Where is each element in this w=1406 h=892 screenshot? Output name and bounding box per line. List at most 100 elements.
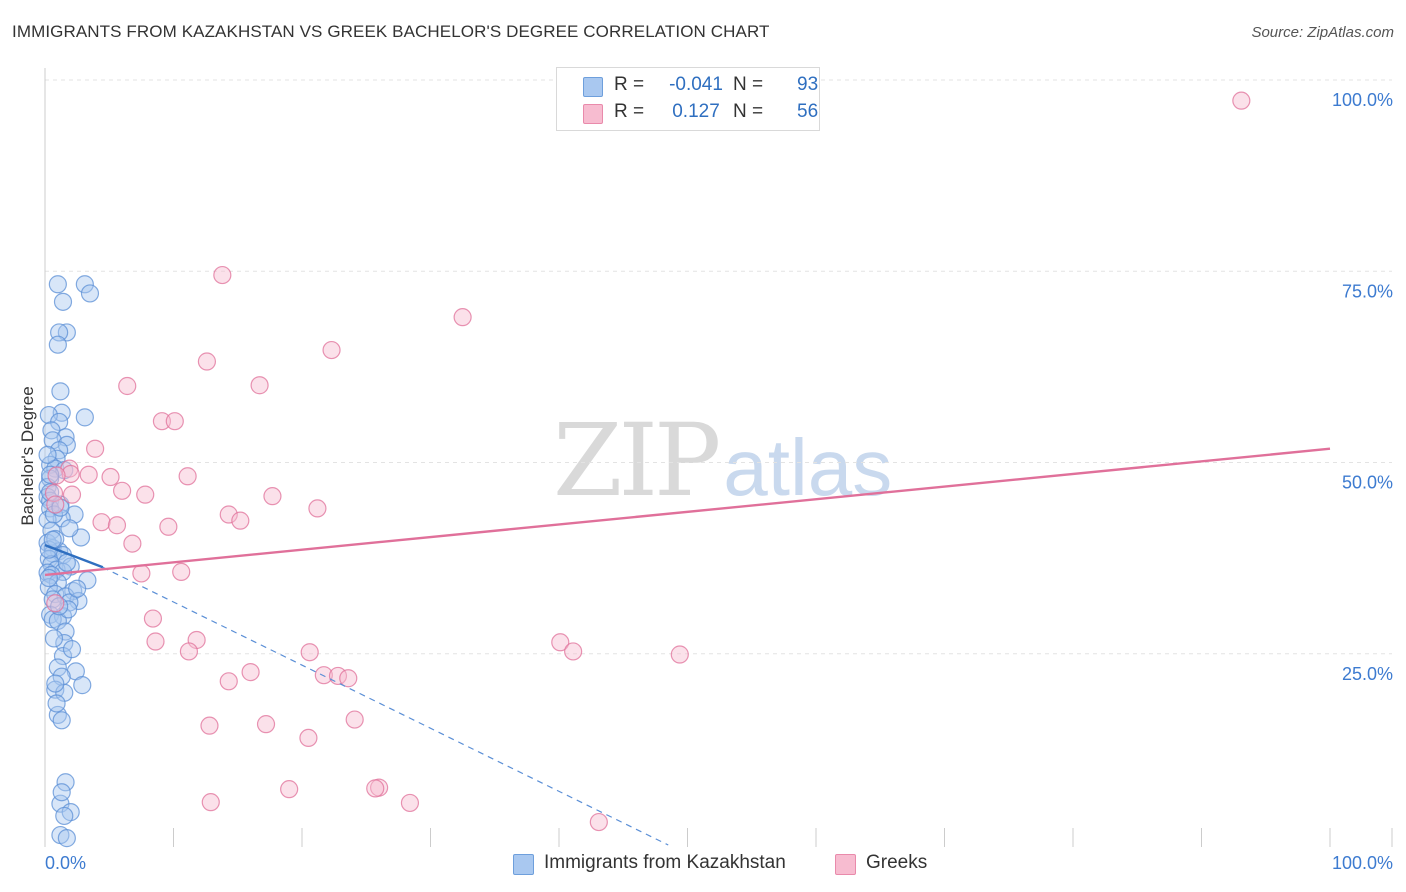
greeks-point bbox=[92, 513, 111, 532]
greeks-point bbox=[44, 484, 64, 503]
legend-label-greeks: Greeks bbox=[866, 852, 928, 873]
kazakhstan-point bbox=[80, 284, 100, 303]
kazakhstan-point bbox=[52, 783, 71, 802]
greeks-point bbox=[589, 812, 608, 832]
greeks-point bbox=[250, 376, 269, 395]
greeks-point bbox=[146, 632, 165, 651]
greeks-point bbox=[263, 487, 282, 506]
greeks-point bbox=[322, 340, 341, 360]
greeks-point bbox=[564, 642, 583, 661]
y-tick-label: 75.0% bbox=[1342, 281, 1393, 301]
greeks-point bbox=[86, 439, 105, 458]
greeks-point bbox=[112, 481, 132, 500]
kazakhstan-point bbox=[57, 829, 76, 848]
greeks-point bbox=[219, 672, 238, 691]
y-tick-label: 25.0% bbox=[1342, 664, 1393, 684]
legend-n-label: N = bbox=[733, 74, 764, 95]
source-label: Source: ZipAtlas.com bbox=[1251, 24, 1394, 41]
greeks-point bbox=[551, 633, 570, 652]
kazakhstan-point bbox=[39, 405, 58, 425]
greeks-point bbox=[165, 412, 184, 431]
greeks-point bbox=[46, 594, 65, 613]
kazakhstan-point bbox=[56, 622, 75, 641]
greeks-point bbox=[178, 467, 197, 486]
greeks-point bbox=[152, 412, 172, 431]
legend-n-value: 56 bbox=[797, 101, 819, 122]
legend-r-label: R = bbox=[614, 101, 645, 122]
greeks-point bbox=[107, 516, 127, 535]
greeks-point bbox=[172, 562, 191, 581]
greeks-point bbox=[159, 517, 178, 536]
greeks-point bbox=[280, 780, 299, 799]
legend-swatch-greeks bbox=[583, 104, 603, 124]
greeks-point bbox=[314, 666, 333, 685]
kazakhstan-point bbox=[75, 275, 94, 294]
kazakhstan-point bbox=[57, 323, 76, 342]
legend-r-value: -0.041 bbox=[669, 74, 723, 95]
greeks-point bbox=[339, 669, 358, 688]
kazakhstan-point bbox=[46, 674, 65, 693]
greeks-point bbox=[345, 710, 364, 729]
legend-r-label: R = bbox=[614, 74, 645, 95]
legend-label-kazakhstan: Immigrants from Kazakhstan bbox=[544, 852, 786, 873]
y-tick-label: 100.0% bbox=[1332, 90, 1393, 110]
series-legend: Immigrants from Kazakhstan Greeks bbox=[0, 852, 1406, 878]
greeks-point bbox=[308, 499, 327, 518]
greeks-point bbox=[200, 716, 219, 735]
x-tick-label: 100.0% bbox=[1332, 853, 1393, 873]
kazakhstan-point bbox=[60, 519, 79, 538]
chart-title: IMMIGRANTS FROM KAZAKHSTAN VS GREEK BACH… bbox=[12, 22, 770, 41]
greeks-point bbox=[670, 645, 689, 664]
greeks-point bbox=[256, 715, 276, 734]
kazakhstan-point bbox=[47, 694, 66, 713]
greeks-point bbox=[143, 609, 163, 628]
kazakhstan-trend-line bbox=[44, 543, 104, 569]
kazakhstan-point bbox=[52, 711, 71, 730]
legend-swatch-kazakhstan bbox=[583, 77, 603, 97]
kazakhstan-point bbox=[48, 275, 67, 294]
greeks-point bbox=[231, 511, 250, 530]
greeks-point bbox=[366, 779, 385, 798]
greeks-point bbox=[46, 495, 65, 514]
kazakhstan-point bbox=[55, 806, 74, 826]
kazakhstan-point bbox=[62, 640, 82, 659]
greeks-point bbox=[453, 308, 472, 327]
legend-n-value: 93 bbox=[797, 74, 819, 95]
greeks-point bbox=[1232, 91, 1251, 110]
greeks-point bbox=[79, 465, 98, 484]
greeks-point bbox=[61, 464, 80, 484]
greeks-point bbox=[241, 663, 260, 682]
legend-n-label: N = bbox=[733, 101, 764, 122]
greeks-point bbox=[132, 564, 151, 583]
y-axis-label: Bachelor's Degree bbox=[18, 386, 37, 526]
kazakhstan-point bbox=[73, 676, 92, 695]
legend-r-value: 0.127 bbox=[672, 101, 720, 122]
greeks-point bbox=[197, 352, 217, 371]
correlation-legend: R = -0.041 N = 93 R = 0.127 N = 56 bbox=[556, 67, 820, 131]
kazakhstan-point bbox=[53, 292, 73, 311]
greeks-point bbox=[201, 793, 220, 812]
greeks-point bbox=[136, 485, 155, 504]
greeks-point bbox=[400, 793, 420, 813]
kazakhstan-point bbox=[39, 568, 58, 588]
greeks-point bbox=[299, 728, 318, 748]
greeks-point bbox=[118, 376, 137, 396]
kazakhstan-point bbox=[38, 445, 57, 464]
kazakhstan-point bbox=[56, 773, 75, 792]
kazakhstan-trend-dashed bbox=[102, 566, 669, 846]
kazakhstan-point bbox=[48, 335, 67, 354]
greeks-point bbox=[219, 505, 238, 524]
greeks-point bbox=[62, 485, 82, 504]
greeks-trend-line bbox=[44, 447, 1331, 577]
kazakhstan-point bbox=[41, 465, 60, 484]
kazakhstan-point bbox=[75, 408, 94, 427]
greeks-point bbox=[300, 643, 319, 662]
x-tick-label: 0.0% bbox=[45, 853, 86, 873]
greeks-point bbox=[179, 642, 199, 661]
y-tick-label: 50.0% bbox=[1342, 473, 1393, 493]
greeks-point bbox=[123, 534, 142, 553]
greeks-point bbox=[101, 467, 120, 487]
greeks-point bbox=[213, 265, 232, 285]
legend-swatch-kazakhstan bbox=[513, 854, 534, 875]
